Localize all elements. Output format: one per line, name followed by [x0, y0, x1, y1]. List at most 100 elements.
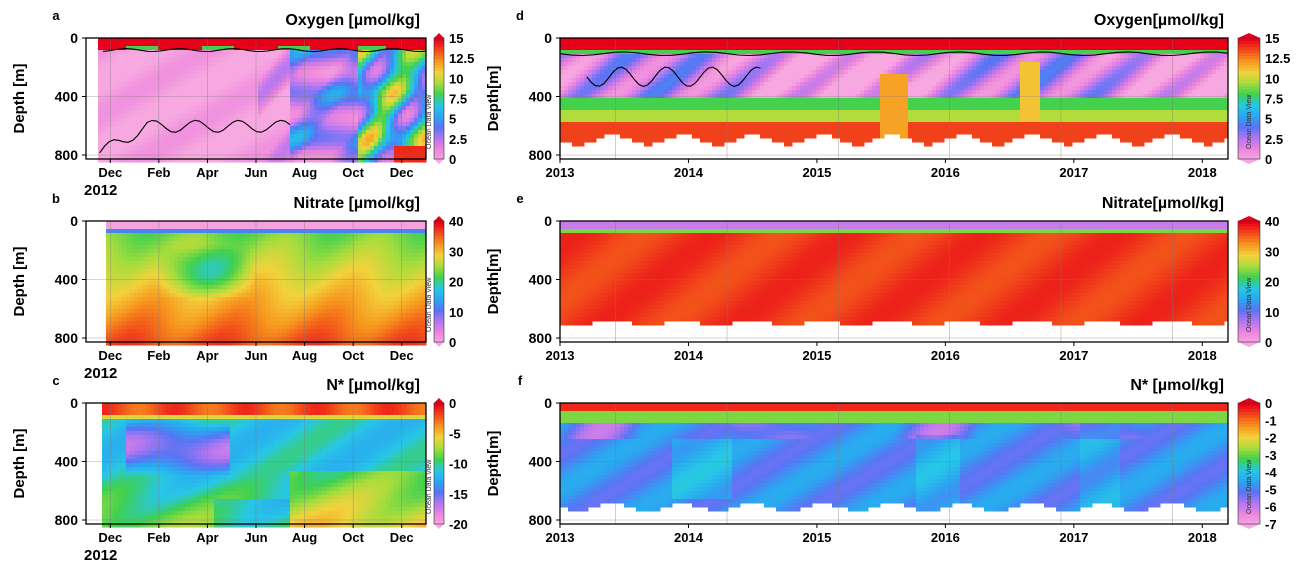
heatmap-cell: [286, 325, 291, 330]
heatmap-cell: [242, 154, 247, 159]
heatmap-cell: [242, 74, 247, 79]
heatmap-cell: [386, 281, 391, 286]
heatmap-cell: [278, 241, 283, 246]
heatmap-cell: [238, 50, 243, 55]
heatmap-cell: [358, 118, 363, 123]
heatmap-cell: [226, 285, 231, 290]
y-tick-label: 0: [70, 30, 78, 46]
heatmap-cell: [338, 329, 343, 334]
heatmap-cell: [414, 289, 419, 294]
heatmap-cell: [298, 150, 303, 155]
heatmap-cell: [302, 289, 307, 294]
heatmap-cell: [414, 122, 419, 127]
heatmap-cell: [286, 62, 291, 67]
heatmap-cell: [318, 293, 323, 298]
heatmap-cell: [118, 110, 123, 115]
heatmap-cell: [166, 273, 171, 278]
heatmap-cell: [154, 265, 159, 270]
heatmap-cell: [410, 249, 415, 254]
heatmap-cell: [194, 38, 199, 43]
heatmap-cell: [386, 257, 391, 262]
heatmap-cell: [418, 150, 423, 155]
heatmap-cell: [282, 321, 287, 326]
heatmap-cell: [366, 249, 371, 254]
heatmap-cell: [134, 225, 139, 230]
heatmap-cell: [414, 313, 419, 318]
heatmap-cell: [134, 317, 139, 322]
heatmap-cell: [386, 253, 391, 258]
heatmap-cell: [334, 257, 339, 262]
heatmap-cell: [326, 122, 331, 127]
heatmap-cell: [362, 62, 367, 67]
heatmap-cell: [154, 253, 159, 258]
heatmap-cell: [386, 110, 391, 115]
heatmap-cell: [126, 146, 131, 151]
heatmap-cell: [370, 134, 375, 139]
heatmap-cell: [354, 257, 359, 262]
heatmap-cell: [214, 253, 219, 258]
heatmap-cell: [146, 138, 151, 143]
heatmap-cell: [306, 38, 311, 43]
heatmap-cell: [286, 70, 291, 75]
heatmap-cell: [122, 146, 127, 151]
heatmap-cell: [218, 249, 223, 254]
heatmap-cell: [186, 90, 191, 95]
heatmap-cell: [294, 273, 299, 278]
heatmap-cell: [142, 329, 147, 334]
heatmap-cell: [310, 301, 315, 306]
heatmap-cell: [394, 229, 399, 234]
heatmap-cell: [114, 273, 119, 278]
heatmap-cell: [382, 309, 387, 314]
heatmap-cell: [322, 102, 327, 107]
heatmap-cell: [190, 337, 195, 342]
heatmap-cell: [198, 42, 203, 47]
heatmap-cell: [130, 42, 135, 47]
heatmap-cell: [358, 233, 363, 238]
heatmap-cell: [286, 269, 291, 274]
heatmap-cell: [146, 317, 151, 322]
heatmap-cell: [402, 42, 407, 47]
heatmap-cell: [234, 138, 239, 143]
heatmap-cell: [294, 225, 299, 230]
heatmap-cell: [310, 54, 315, 59]
heatmap-cell: [394, 66, 399, 71]
heatmap-cell: [218, 257, 223, 262]
heatmap-cell: [274, 134, 279, 139]
heatmap-cell: [406, 150, 411, 155]
heatmap-cell: [338, 106, 343, 111]
heatmap-cell: [326, 98, 331, 103]
heatmap-cell: [270, 110, 275, 115]
heatmap-cell: [370, 106, 375, 111]
heatmap-cell: [146, 62, 151, 67]
heatmap-cell: [274, 86, 279, 91]
heatmap-cell: [154, 74, 159, 79]
heatmap-cell: [102, 150, 107, 155]
heatmap-cell: [238, 229, 243, 234]
heatmap-cell: [234, 154, 239, 159]
heatmap-cell: [282, 82, 287, 87]
heatmap-cell: [242, 58, 247, 63]
heatmap-cell: [374, 90, 379, 95]
heatmap-cell: [362, 146, 367, 151]
heatmap-cell: [110, 261, 115, 266]
heatmap-cell: [174, 74, 179, 79]
heatmap-cell: [246, 321, 251, 326]
heatmap-cell: [318, 269, 323, 274]
heatmap-cell: [102, 138, 107, 143]
heatmap-cell: [154, 281, 159, 286]
heatmap-cell: [322, 38, 327, 43]
heatmap-cell: [198, 321, 203, 326]
heatmap-cell: [350, 221, 355, 226]
heatmap-cell: [134, 102, 139, 107]
heatmap-cell: [190, 154, 195, 159]
heatmap-cell: [278, 221, 283, 226]
heatmap-cell: [290, 74, 295, 79]
heatmap-cell: [410, 233, 415, 238]
heatmap-cell: [394, 138, 399, 143]
heatmap-cell: [166, 317, 171, 322]
heatmap-cell: [266, 225, 271, 230]
heatmap-cell: [214, 58, 219, 63]
heatmap-cell: [146, 98, 151, 103]
heatmap-cell: [374, 78, 379, 83]
heatmap-cell: [374, 154, 379, 159]
